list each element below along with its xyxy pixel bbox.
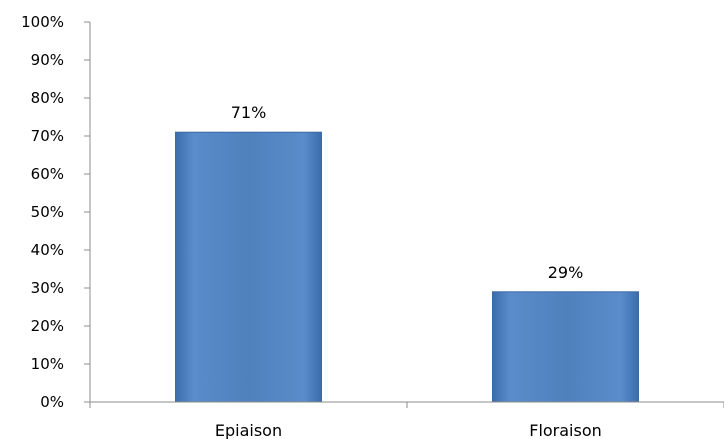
data-labels: 71% 29%: [231, 103, 584, 282]
y-tick-label: 80%: [31, 89, 64, 107]
y-axis-tick-labels: 0% 10% 20% 30% 40% 50% 60% 70% 80% 90% 100%: [21, 13, 64, 411]
y-axis-ticks: [84, 21, 90, 403]
x-axis-ticks: [89, 402, 724, 408]
data-label-floraison: 29%: [548, 263, 584, 282]
bars: [175, 131, 639, 403]
y-tick-label: 50%: [31, 203, 64, 221]
y-tick-label: 40%: [31, 241, 64, 259]
data-label-epiaison: 71%: [231, 103, 267, 122]
bar-epiaison: [175, 131, 322, 403]
y-tick-label: 0%: [40, 393, 64, 411]
y-tick-label: 100%: [21, 13, 64, 31]
bar-floraison: [492, 291, 639, 403]
x-category-label-epiaison: Epiaison: [215, 421, 282, 439]
y-tick-label: 60%: [31, 165, 64, 183]
y-tick-label: 20%: [31, 317, 64, 335]
y-tick-label: 30%: [31, 279, 64, 297]
x-category-label-floraison: Floraison: [529, 421, 602, 439]
y-tick-label: 70%: [31, 127, 64, 145]
y-tick-label: 10%: [31, 355, 64, 373]
x-axis-category-labels: Epiaison Floraison: [215, 421, 602, 439]
y-tick-label: 90%: [31, 51, 64, 69]
